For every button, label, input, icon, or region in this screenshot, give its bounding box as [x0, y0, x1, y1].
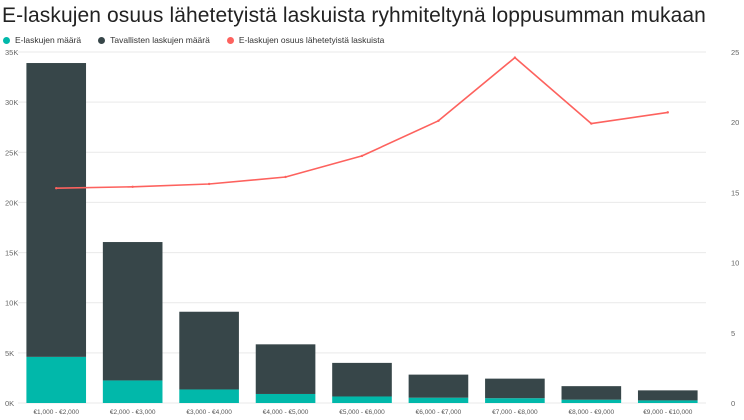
- y-left-tick-label: 10K: [5, 299, 18, 308]
- x-tick-label: €2,000 - €3,000: [110, 409, 156, 416]
- bar-e-invoices: [26, 356, 87, 403]
- y-right-tick-label: 0: [731, 399, 735, 408]
- legend-dot-e-invoices: [3, 36, 10, 44]
- line-point: [360, 154, 364, 158]
- line-point: [513, 56, 517, 59]
- legend-item-e-invoice-share[interactable]: E-laskujen osuus lähetetyistä laskuista: [226, 35, 385, 45]
- legend-dot-regular-invoices: [98, 36, 106, 44]
- line-point: [666, 111, 669, 114]
- legend-item-e-invoices[interactable]: E-laskujen määrä: [3, 35, 81, 45]
- x-tick-label: €9,000 - €10,000: [643, 409, 693, 416]
- line-point: [284, 175, 287, 179]
- bar-e-invoices: [332, 396, 392, 403]
- legend-label-regular-invoices: Tavallisten laskujen määrä: [110, 35, 210, 45]
- y-right-tick-label: 5: [731, 329, 735, 338]
- x-tick-label: €5,000 - €6,000: [339, 409, 385, 416]
- bar-e-invoices: [485, 398, 545, 403]
- legend-item-regular-invoices[interactable]: Tavallisten laskujen määrä: [98, 35, 210, 45]
- y-right-tick-label: 20: [731, 118, 739, 127]
- x-tick-label: €4,000 - €5,000: [263, 409, 309, 416]
- x-tick-label: €3,000 - €4,000: [186, 409, 232, 416]
- y-left-tick-label: 25K: [5, 148, 18, 157]
- bar-regular-invoices: [26, 63, 87, 357]
- x-tick-label: €7,000 - €8,000: [492, 409, 538, 416]
- x-tick-label: €1,000 - €2,000: [33, 409, 79, 416]
- y-right-tick-label: 10: [731, 259, 739, 268]
- bar-regular-invoices: [255, 344, 316, 394]
- bar-e-invoices: [179, 389, 239, 403]
- bar-e-invoices: [561, 399, 622, 403]
- legend-label-e-invoice-share: E-laskujen osuus lähetetyistä laskuista: [238, 35, 385, 45]
- y-left-tick-label: 20K: [5, 198, 18, 207]
- bar-e-invoices: [637, 400, 698, 403]
- chart-title: E-laskujen osuus lähetetyistä laskuista …: [2, 4, 706, 27]
- y-left-tick-label: 0K: [5, 399, 14, 408]
- x-tick-label: €6,000 - €7,000: [416, 409, 462, 416]
- bar-e-invoices: [255, 393, 316, 403]
- bar-e-invoices: [408, 397, 469, 403]
- line-point: [207, 182, 211, 186]
- y-left-tick-label: 15K: [5, 249, 18, 258]
- legend-dot-e-invoice-share: [226, 36, 234, 44]
- bar-regular-invoices: [179, 311, 239, 390]
- legend-label-e-invoices: E-laskujen määrä: [15, 35, 82, 45]
- line-point: [590, 122, 593, 125]
- legend: E-laskujen määrä Tavallisten laskujen mä…: [3, 33, 401, 47]
- line-point: [55, 186, 58, 190]
- line-point: [131, 185, 134, 188]
- bar-e-invoices: [102, 380, 163, 403]
- y-right-tick-label: 25: [731, 48, 739, 57]
- bar-regular-invoices: [408, 374, 469, 398]
- y-left-tick-label: 5K: [5, 349, 14, 358]
- bar-regular-invoices: [102, 242, 163, 381]
- x-tick-label: €8,000 - €9,000: [569, 409, 615, 416]
- bar-regular-invoices: [637, 390, 698, 401]
- line-point: [437, 119, 440, 122]
- line-e-invoice-share: [56, 56, 668, 189]
- bar-regular-invoices: [332, 362, 392, 397]
- y-left-tick-label: 30K: [5, 98, 18, 107]
- y-left-tick-label: 35K: [5, 48, 18, 57]
- y-right-tick-label: 15: [731, 188, 739, 197]
- bar-regular-invoices: [485, 378, 545, 399]
- bar-regular-invoices: [561, 386, 622, 400]
